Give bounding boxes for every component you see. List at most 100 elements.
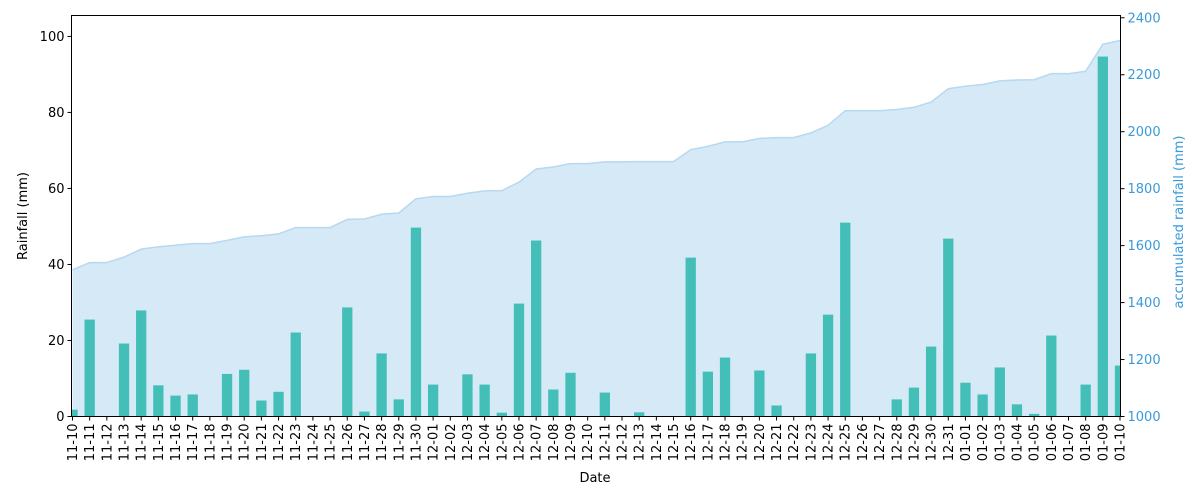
rainfall-bar (359, 411, 370, 417)
x-tick-label: 12-16 (684, 424, 699, 462)
x-tick-label: 11-15 (152, 424, 167, 462)
rainfall-bar (1114, 365, 1121, 417)
x-tick-label: 12-25 (839, 424, 854, 462)
x-tick-label: 12-06 (512, 424, 527, 462)
x-tick-label: 12-22 (787, 424, 802, 462)
x-tick-label: 01-03 (993, 424, 1008, 462)
rainfall-bar (908, 387, 920, 417)
accumulated-line (72, 39, 1121, 271)
x-tick-label: 11-12 (100, 424, 115, 462)
rainfall-bar (513, 303, 525, 417)
x-tick-label: 01-05 (1028, 424, 1043, 462)
plot-area (71, 39, 1121, 417)
right-y-tick-label: 1800 (1128, 182, 1161, 197)
rainfall-bar (771, 405, 782, 417)
rainfall-bar (634, 412, 645, 417)
x-tick-label: 12-23 (804, 424, 819, 462)
x-tick-label: 12-19 (736, 424, 751, 462)
rainfall-bar (187, 394, 198, 417)
x-tick-label: 11-27 (358, 424, 373, 462)
rainfall-bar (960, 382, 971, 417)
rainfall-bar (496, 412, 507, 417)
x-tick-label: 01-04 (1010, 424, 1025, 462)
x-tick-label: 11-22 (272, 424, 287, 462)
x-tick-label: 12-24 (822, 424, 837, 462)
x-tick-label: 12-20 (753, 424, 768, 462)
rainfall-bar (599, 392, 610, 417)
rainfall-bar (136, 310, 147, 417)
right-y-tick-label: 2400 (1128, 11, 1161, 26)
x-axis-title: Date (579, 471, 610, 486)
x-tick-label: 12-21 (770, 424, 785, 462)
x-tick-label: 11-30 (409, 424, 424, 462)
x-tick-label: 12-26 (856, 424, 871, 462)
x-tick-label: 12-27 (873, 424, 888, 462)
x-tick-label: 12-15 (667, 424, 682, 462)
x-axis: 11-10 11-11 11-12 11-13 11-14 11-15 11-16 11-17… (66, 416, 1129, 462)
x-tick-label: 11-10 (66, 424, 81, 462)
rainfall-bar (393, 399, 404, 417)
x-tick-label: 12-10 (581, 424, 596, 462)
x-tick-label: 12-28 (890, 424, 905, 462)
right-y-tick-label: 1600 (1128, 239, 1161, 254)
rainfall-bar (565, 372, 576, 417)
rainfall-bar (977, 394, 988, 417)
accumulated-area (72, 40, 1120, 417)
x-tick-label: 01-07 (1062, 424, 1077, 462)
x-tick-label: 12-08 (547, 424, 562, 462)
x-tick-label: 01-06 (1045, 424, 1060, 462)
rainfall-bar (290, 332, 301, 417)
rainfall-bar (822, 314, 834, 417)
x-tick-label: 12-09 (564, 424, 579, 462)
rainfall-bar (1011, 404, 1023, 417)
rainfall-bar (462, 374, 473, 417)
rainfall-bar (153, 385, 164, 417)
x-tick-label: 01-01 (959, 424, 974, 462)
x-tick-label: 11-17 (186, 424, 201, 462)
right-y-tick-label: 1200 (1128, 353, 1161, 368)
rainfall-bar (994, 367, 1005, 417)
rainfall-bar (221, 373, 233, 417)
y-tick-label: 80 (48, 106, 65, 121)
rainfall-bars (71, 56, 1121, 417)
x-tick-label: 11-26 (341, 424, 356, 462)
x-tick-label: 12-14 (650, 424, 665, 462)
x-tick-label: 12-07 (530, 424, 545, 462)
x-tick-label: 12-31 (942, 424, 957, 462)
rainfall-bar (71, 409, 78, 417)
x-tick-label: 12-12 (616, 424, 631, 462)
rainfall-bar (479, 384, 490, 417)
x-tick-label: 11-11 (83, 424, 98, 462)
rainfall-bar (891, 399, 902, 417)
rainfall-bar (170, 395, 181, 417)
rainfall-bar (754, 370, 765, 417)
rainfall-bar (702, 371, 714, 417)
rainfall-bar (427, 384, 439, 417)
x-tick-label: 12-02 (444, 424, 459, 462)
x-tick-label: 01-10 (1114, 424, 1129, 462)
x-tick-label: 12-05 (495, 424, 510, 462)
x-tick-label: 11-24 (306, 424, 321, 462)
x-tick-label: 12-11 (598, 424, 613, 462)
y-tick-label: 60 (48, 182, 65, 197)
x-tick-label: 12-18 (719, 424, 734, 462)
rainfall-bar (342, 307, 353, 417)
rainfall-bar (943, 238, 954, 417)
x-tick-label: 11-29 (392, 424, 407, 462)
x-tick-label: 11-19 (221, 424, 236, 462)
x-tick-label: 12-30 (925, 424, 940, 462)
y-tick-label: 40 (48, 258, 65, 273)
rainfall-bar (256, 400, 267, 417)
right-y-tick-label: 2200 (1128, 68, 1161, 83)
rainfall-bar (805, 353, 817, 417)
right-y-tick-label: 1400 (1128, 296, 1161, 311)
x-tick-label: 01-02 (976, 424, 991, 462)
rainfall-bar (1046, 335, 1057, 417)
y-tick-label: 100 (40, 30, 65, 45)
rainfall-bar (719, 357, 731, 417)
rainfall-bar (118, 343, 130, 417)
y-axis-title: Rainfall (mm) (16, 172, 31, 260)
right-y-tick-label: 1000 (1128, 410, 1161, 425)
right-y-tick-label: 2000 (1128, 125, 1161, 140)
